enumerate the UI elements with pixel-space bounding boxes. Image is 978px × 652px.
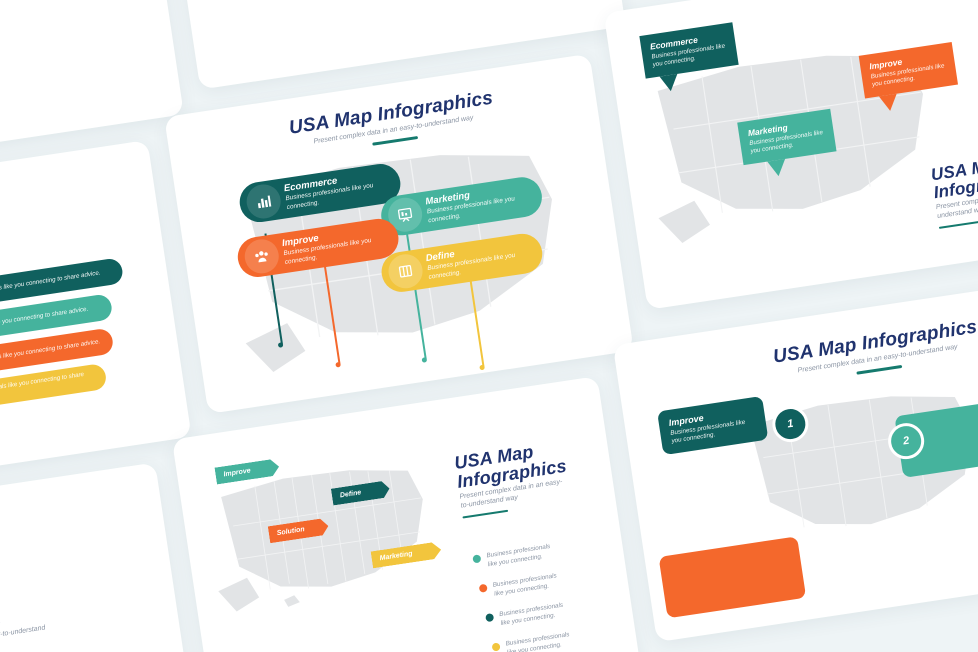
legend-dot	[472, 554, 482, 564]
card-speech-bubbles[interactable]: USA Map Infographics Present complex dat…	[603, 0, 978, 310]
pill-define[interactable]: Define Business professionals like you c…	[378, 231, 545, 295]
people-icon-svg	[255, 251, 268, 263]
numbered-circle-label: 3	[811, 554, 819, 567]
title-rule	[938, 219, 978, 229]
bar-row-ecommerce[interactable]: Ecommerce Business professionals like yo…	[0, 362, 108, 426]
numbered-circle-label: 1	[786, 417, 795, 431]
legend-text: Business professionals like you connecti…	[505, 631, 570, 652]
circles-heading-block: USA Map Infographics Present complex dat…	[0, 586, 51, 652]
card-pin-pills[interactable]: USA Map Infographics Present complex dat…	[164, 53, 634, 414]
presentation-icon	[385, 195, 425, 235]
card-circles[interactable]: Solution Promotions only work as well as…	[0, 462, 200, 652]
legend-dot	[485, 613, 495, 623]
numbered-box-3[interactable]	[658, 536, 807, 619]
legend-text: Business professionals like you connecti…	[498, 601, 564, 627]
card-numbered-callouts[interactable]: USA Map Infographics Present complex dat…	[612, 281, 978, 643]
pill-marketing[interactable]: Marketing Business professionals like yo…	[378, 174, 545, 239]
pin-dot-define	[479, 364, 485, 371]
people-icon	[242, 237, 282, 276]
bubble-tail	[767, 159, 788, 178]
title-rule	[462, 509, 509, 519]
page-subtitle: Present complex data in an easy-to-under…	[0, 624, 46, 652]
title-rule	[856, 365, 903, 375]
numbered-circle-label: 2	[902, 434, 911, 448]
banner-label: Define	[339, 489, 362, 500]
card-horizontal-bars[interactable]: USA Map Infographics Present complex dat…	[0, 139, 192, 501]
legend-dot	[491, 642, 501, 652]
bubble-tail	[659, 74, 680, 93]
legend-dot	[478, 583, 488, 593]
legend-item-2: Business professionals like you connecti…	[478, 571, 569, 601]
bar-row-desc: Business professionals like you connecti…	[0, 371, 85, 399]
legend-item-3: Business professionals like you connecti…	[485, 600, 575, 630]
bar-chart-icon	[244, 182, 283, 221]
legend-item-4: Business professionals like you connecti…	[491, 630, 581, 652]
page-subtitle: Present complex data in an easy-to-under…	[0, 209, 13, 256]
banner-label: Improve	[223, 467, 252, 479]
pill-ecommerce[interactable]: Ecommerce Business professionals like yo…	[236, 161, 404, 225]
banner-label: Marketing	[379, 550, 413, 563]
banner-label: Solution	[276, 526, 306, 538]
legend-text: Business professionals like you connecti…	[492, 572, 558, 598]
columns-icon	[386, 251, 425, 291]
columns-icon-svg	[398, 264, 413, 278]
legend-text: Business professionals like you connecti…	[485, 542, 551, 568]
pill-improve[interactable]: Improve Business professionals like you …	[235, 216, 402, 280]
presentation-icon-svg	[397, 207, 413, 222]
bubble-tail	[878, 93, 900, 113]
banners-heading-block: USA Map Infographics Present complex dat…	[453, 434, 597, 519]
bar-chart-icon-svg	[257, 195, 272, 209]
legend-item-1: Business professionals like you connecti…	[472, 542, 562, 572]
card-banner-flags[interactable]: Improve Define Solution Marketing USA Ma…	[171, 376, 642, 652]
bars-heading-block: USA Map Infographics Present complex dat…	[0, 187, 14, 264]
